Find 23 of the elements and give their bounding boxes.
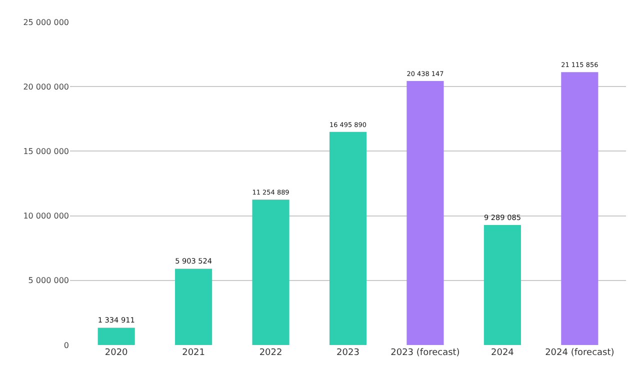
y-tick-label: 5 000 000 <box>28 276 69 286</box>
bar <box>561 72 598 345</box>
bar <box>329 132 367 345</box>
bar <box>98 328 135 345</box>
x-tick-label: 2023 <box>336 348 360 358</box>
data-label: 9 289 085 <box>484 212 521 222</box>
bar <box>484 224 521 345</box>
x-tick-label: 2020 <box>104 348 128 358</box>
x-tick-label: 2023 (forecast) <box>390 348 460 358</box>
x-tick-label: 2024 (forecast) <box>545 348 614 358</box>
x-tick-label: 2021 <box>182 348 206 358</box>
data-label: 5 903 524 <box>175 256 212 266</box>
y-tick-label: 25 000 000 <box>23 18 69 27</box>
y-tick-label: 20 000 000 <box>23 82 69 92</box>
bar <box>175 268 212 345</box>
y-tick-label: 10 000 000 <box>23 212 69 221</box>
bar <box>406 80 444 345</box>
x-tick-label: 2022 <box>259 348 282 358</box>
x-tick-label: 2024 <box>490 348 514 358</box>
data-label: 1 334 911 <box>98 316 135 325</box>
y-tick-label: 15 000 000 <box>23 147 69 156</box>
y-tick-label: 0 <box>64 340 69 350</box>
bar <box>252 200 290 345</box>
